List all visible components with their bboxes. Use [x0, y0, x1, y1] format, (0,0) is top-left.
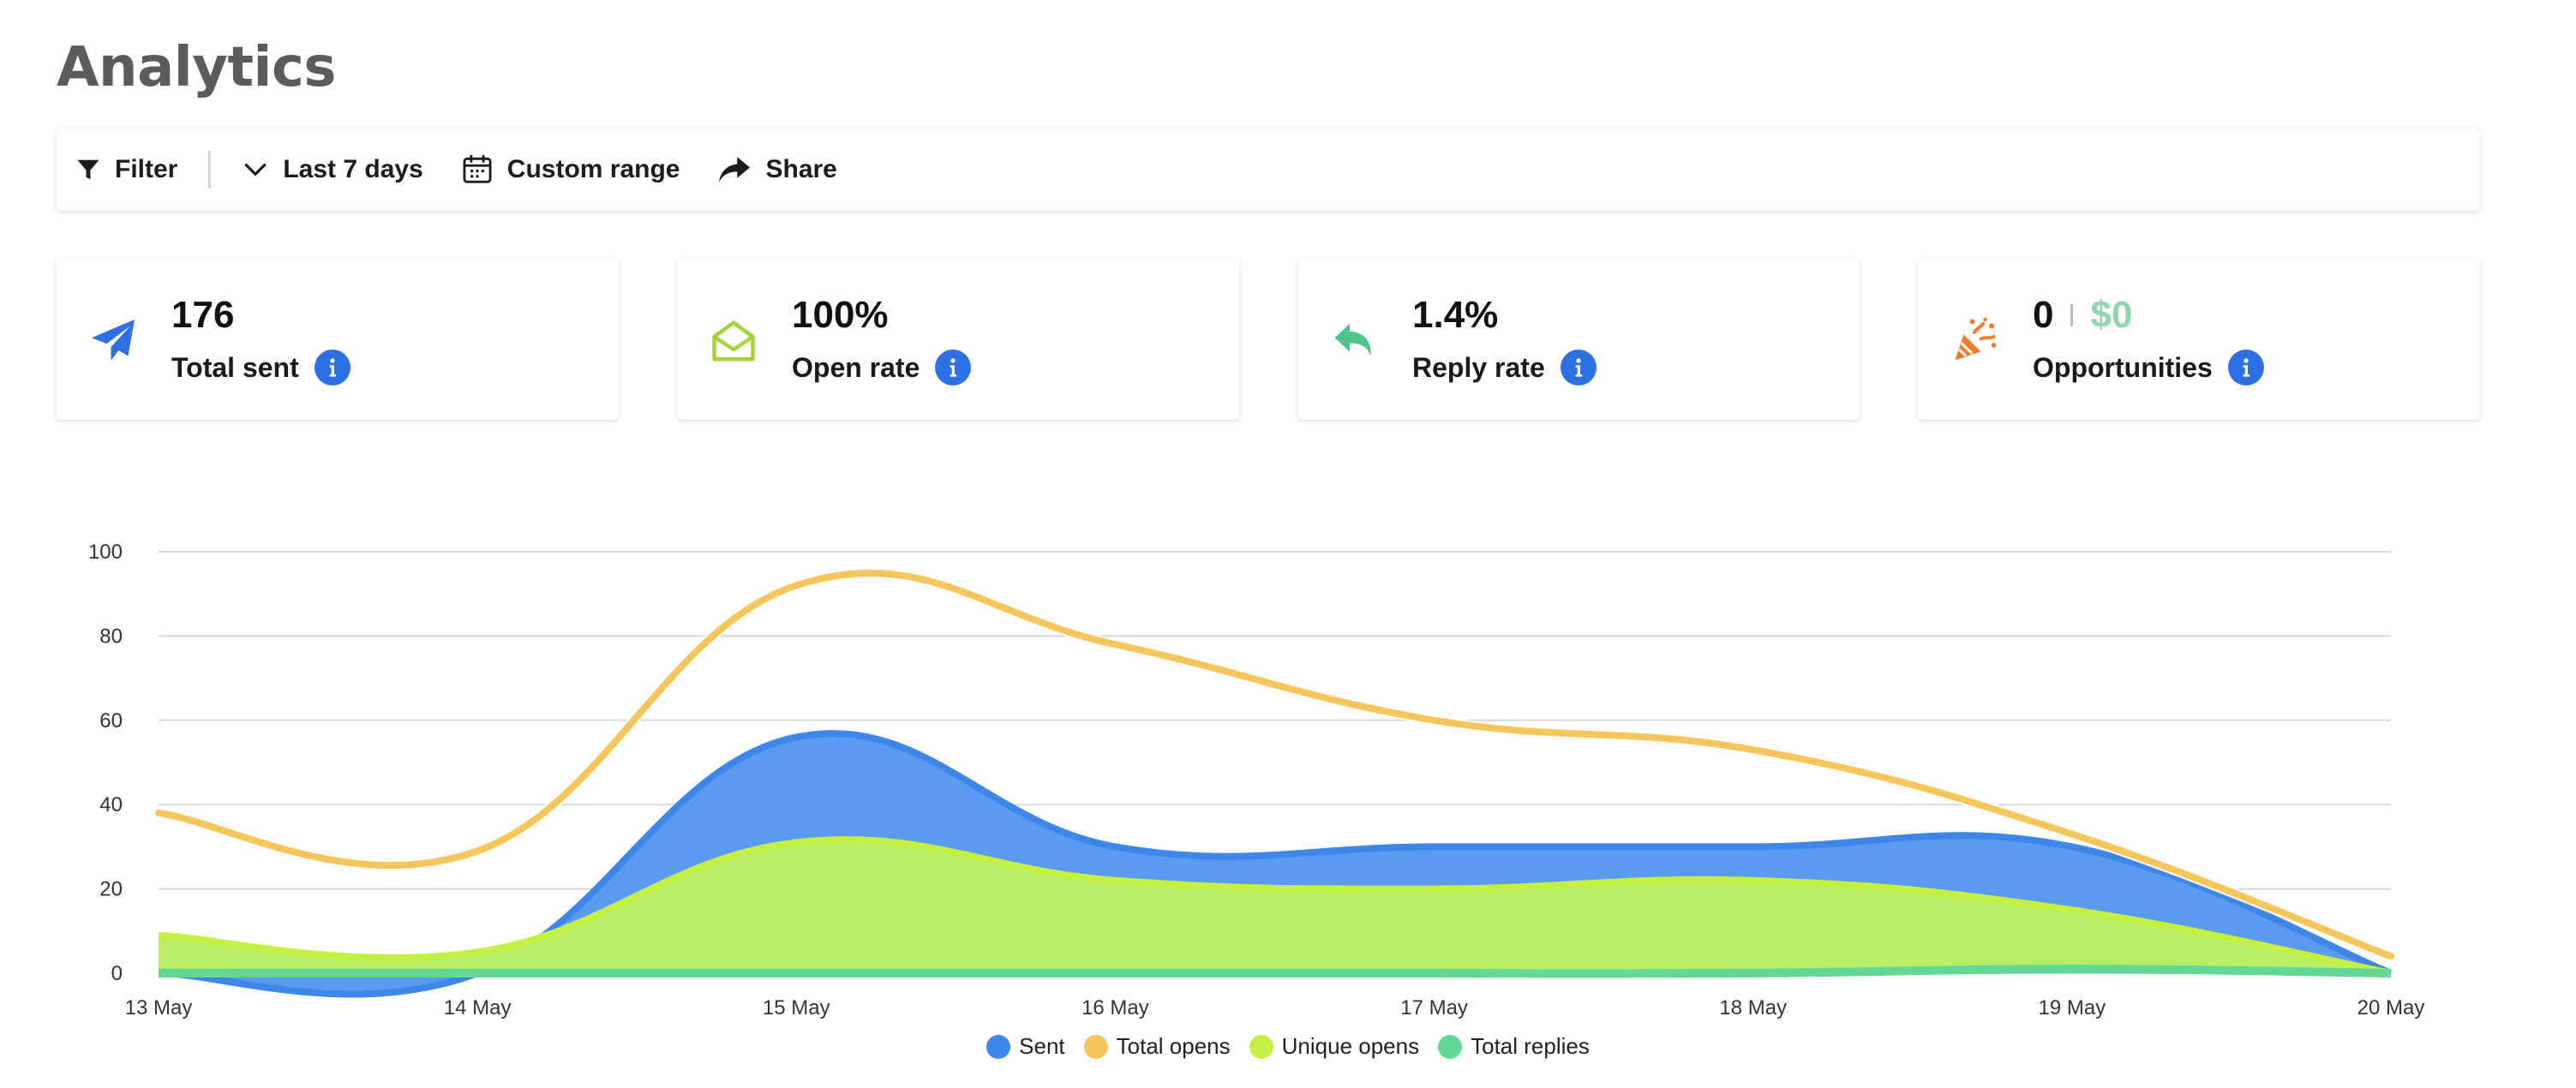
x-tick-label: 19 May	[2039, 996, 2106, 1019]
total-replies-line	[159, 969, 2391, 973]
legend-swatch	[986, 1035, 1010, 1059]
custom-range-label: Custom range	[507, 155, 680, 184]
legend-label: Total replies	[1471, 1033, 1590, 1060]
x-tick-label: 18 May	[1719, 996, 1787, 1019]
info-icon[interactable]	[315, 350, 350, 386]
legend-item-sent[interactable]: Sent	[986, 1033, 1065, 1060]
opportunities-value: $0	[2090, 296, 2132, 334]
card-open-rate: 100% Open rate	[677, 259, 1239, 420]
total-sent-value: 176	[171, 296, 234, 334]
x-tick-label: 14 May	[444, 996, 512, 1019]
filter-label: Filter	[115, 155, 177, 184]
legend-label: Total opens	[1117, 1033, 1231, 1060]
custom-range-button[interactable]: Custom range	[461, 153, 680, 186]
x-tick-label: 17 May	[1400, 996, 1468, 1019]
y-axis-ticks: 0 20 40 60 80 100	[88, 541, 123, 985]
legend-item-unique-opens[interactable]: Unique opens	[1249, 1033, 1419, 1060]
legend-swatch	[1084, 1035, 1108, 1059]
analytics-toolbar: Filter Last 7 days Custom range Share	[57, 129, 2480, 211]
legend-swatch	[1438, 1035, 1462, 1059]
open-rate-label-row: Open rate	[792, 350, 971, 386]
legend-label: Unique opens	[1282, 1033, 1419, 1060]
funnel-icon	[75, 157, 101, 182]
x-tick-label: 16 May	[1081, 996, 1149, 1019]
legend-swatch	[1249, 1035, 1273, 1059]
date-range-dropdown[interactable]: Last 7 days	[242, 155, 422, 184]
x-axis-ticks: 13 May 14 May 15 May 16 May 17 May 18 May 19 M…	[125, 996, 2425, 1019]
reply-arrow-icon	[1328, 315, 1380, 367]
legend-item-total-opens[interactable]: Total opens	[1084, 1033, 1231, 1060]
filter-button[interactable]: Filter	[75, 155, 177, 184]
share-label: Share	[765, 155, 836, 184]
share-arrow-icon	[717, 154, 752, 185]
reply-rate-label-row: Reply rate	[1412, 350, 1597, 386]
analytics-chart-svg: 0 20 40 60 80 100 13 May 14 May 15 May 16 May 17 …	[0, 514, 2576, 1028]
y-tick-label: 100	[88, 541, 123, 564]
x-tick-label: 20 May	[2357, 996, 2425, 1019]
card-opportunities: 0 $0 Opportunities	[1918, 259, 2480, 420]
y-tick-label: 20	[99, 878, 123, 901]
info-icon[interactable]	[1561, 350, 1597, 386]
info-icon[interactable]	[935, 350, 971, 386]
open-envelope-icon	[708, 315, 759, 367]
open-rate-value: 100%	[792, 296, 889, 334]
open-rate-label: Open rate	[792, 354, 920, 381]
stats-cards: 176 Total sent 100% Open rate 1.4% Reply…	[57, 259, 2480, 420]
share-button[interactable]: Share	[717, 154, 836, 185]
legend-label: Sent	[1019, 1033, 1065, 1060]
opportunities-count: 0	[2033, 296, 2053, 334]
party-popper-icon	[1949, 315, 2000, 367]
x-tick-label: 15 May	[763, 996, 830, 1019]
info-icon[interactable]	[2228, 350, 2264, 386]
chevron-down-icon	[242, 156, 269, 183]
date-range-label: Last 7 days	[283, 155, 422, 184]
analytics-chart: 0 20 40 60 80 100 13 May 14 May 15 May 16 May 17 …	[0, 514, 2576, 1088]
y-tick-label: 40	[99, 793, 123, 816]
legend-item-total-replies[interactable]: Total replies	[1438, 1033, 1590, 1060]
card-total-sent: 176 Total sent	[57, 259, 619, 420]
toolbar-divider	[208, 151, 211, 188]
opportunities-values: 0 $0	[2033, 296, 2132, 334]
chart-legend: Sent Total opens Unique opens Total replies	[0, 1033, 2576, 1060]
opportunities-separator	[2070, 304, 2073, 326]
y-tick-label: 80	[99, 625, 123, 648]
page-title: Analytics	[57, 36, 336, 99]
x-tick-label: 13 May	[125, 996, 193, 1019]
y-tick-label: 0	[111, 962, 123, 985]
opportunities-label: Opportunities	[2033, 354, 2213, 381]
calendar-icon	[461, 153, 494, 186]
opportunities-label-row: Opportunities	[2033, 350, 2264, 386]
total-sent-label: Total sent	[171, 354, 299, 381]
reply-rate-label: Reply rate	[1412, 354, 1545, 381]
y-tick-label: 60	[99, 709, 123, 732]
card-reply-rate: 1.4% Reply rate	[1297, 259, 1860, 420]
total-sent-label-row: Total sent	[171, 350, 350, 386]
reply-rate-value: 1.4%	[1412, 296, 1498, 334]
paper-plane-icon	[87, 315, 139, 367]
